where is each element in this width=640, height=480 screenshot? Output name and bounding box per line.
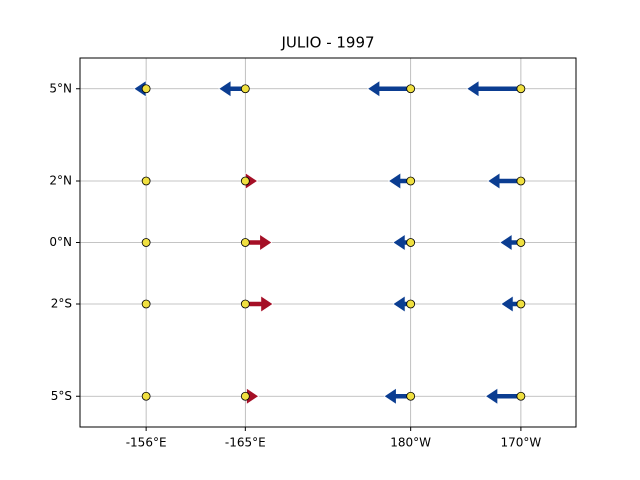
y-tick-label: 0°N (49, 235, 72, 249)
x-tick-label: -156°E (126, 436, 167, 450)
station-point (141, 391, 151, 401)
station-point (516, 238, 526, 247)
station-point (406, 299, 416, 309)
chart-title: JULIO - 1997 (280, 34, 374, 52)
station-point (240, 176, 250, 186)
station-point (516, 299, 526, 309)
station-point (406, 391, 416, 401)
x-tick-label: -165°E (225, 436, 266, 450)
station-point (141, 176, 151, 186)
y-tick-label: 5°S (51, 389, 72, 403)
station-point (516, 176, 526, 186)
marks (133, 80, 526, 405)
station-point (516, 391, 526, 401)
x-tick-label: 170°W (500, 436, 541, 450)
y-tick-label: 5°N (49, 81, 72, 95)
station-point (240, 238, 250, 247)
station-point (240, 84, 250, 94)
station-point (240, 391, 250, 401)
y-tick-label: 2°S (51, 297, 72, 311)
station-point (141, 299, 151, 309)
station-point (141, 238, 151, 247)
vector-arrow (367, 80, 411, 98)
station-point (406, 176, 416, 186)
vector-arrow (485, 387, 522, 405)
x-tick-label: 180°W (390, 436, 431, 450)
station-point (240, 299, 250, 309)
station-point (406, 84, 416, 94)
vector-arrow (466, 80, 522, 98)
y-tick-label: 2°N (49, 174, 72, 188)
station-point (141, 84, 151, 94)
station-point (406, 238, 416, 247)
station-point (516, 84, 526, 94)
